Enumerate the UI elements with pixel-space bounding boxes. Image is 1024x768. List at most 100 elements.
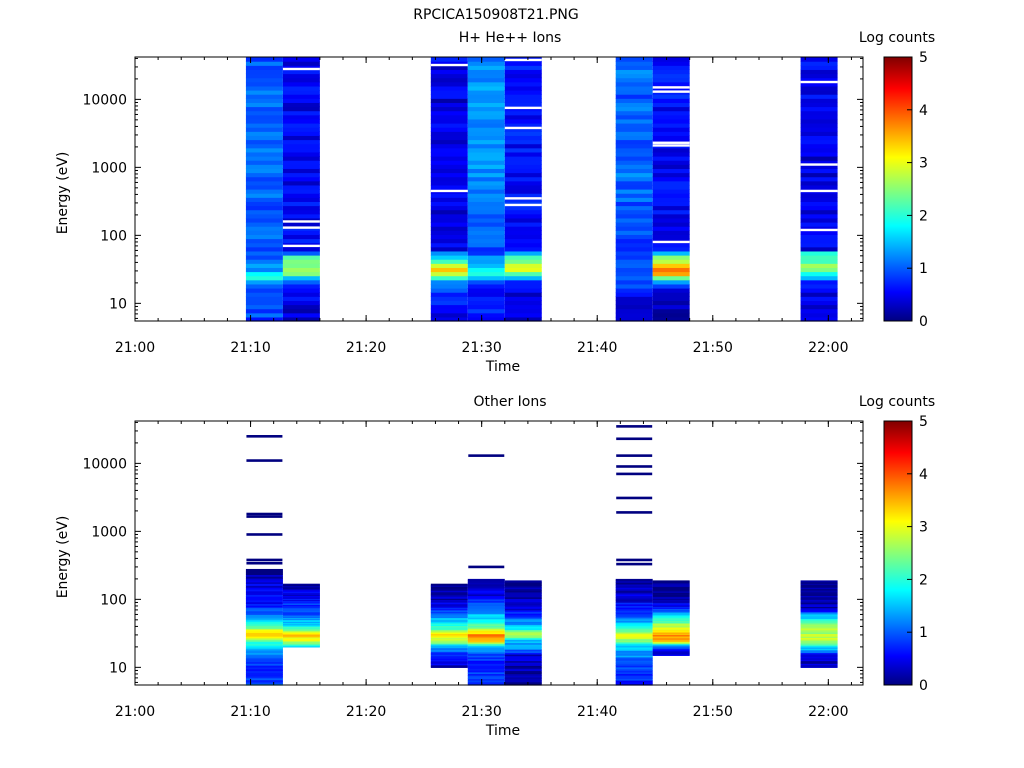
heatmap-cell bbox=[800, 304, 838, 310]
heatmap-cell bbox=[282, 590, 320, 593]
single-count-line bbox=[468, 454, 505, 457]
heatmap-cell bbox=[504, 681, 542, 684]
heatmap-cell bbox=[430, 583, 468, 586]
heatmap-cell bbox=[652, 582, 690, 585]
heatmap-cell bbox=[800, 659, 838, 662]
heatmap-cell bbox=[467, 271, 505, 277]
heatmap-cell bbox=[430, 283, 468, 289]
heatmap-cell bbox=[615, 656, 653, 660]
heatmap-cell bbox=[430, 106, 468, 112]
heatmap-cell bbox=[652, 201, 690, 207]
single-count-line bbox=[246, 561, 283, 565]
heatmap-cell bbox=[467, 123, 505, 128]
heatmap-cell bbox=[800, 114, 838, 120]
heatmap-cell bbox=[800, 613, 838, 615]
heatmap-cell bbox=[615, 238, 653, 244]
heatmap-cell bbox=[652, 617, 690, 620]
heatmap-cell bbox=[467, 660, 505, 663]
empty-energy-bin bbox=[652, 144, 690, 147]
heatmap-cell bbox=[504, 616, 542, 619]
heatmap-cell bbox=[430, 292, 468, 297]
heatmap-cell bbox=[800, 664, 838, 667]
heatmap-cell bbox=[800, 217, 838, 223]
heatmap-cell bbox=[245, 300, 283, 306]
heatmap-cell bbox=[504, 635, 542, 639]
heatmap-cell bbox=[430, 94, 468, 99]
heatmap-cell bbox=[467, 98, 505, 103]
heatmap-cell bbox=[245, 172, 283, 178]
heatmap-cell bbox=[430, 604, 468, 607]
heatmap-cell bbox=[430, 234, 468, 240]
heatmap-cell bbox=[430, 308, 468, 314]
heatmap-cell bbox=[504, 619, 542, 622]
heatmap-cell bbox=[504, 583, 542, 586]
heatmap-cell bbox=[652, 609, 690, 612]
heatmap-cell bbox=[652, 630, 690, 633]
heatmap-cell bbox=[430, 226, 468, 231]
heatmap-cell bbox=[282, 633, 320, 635]
heatmap-cell bbox=[615, 681, 653, 684]
heatmap-cell bbox=[282, 594, 320, 597]
heatmap-cell bbox=[430, 151, 468, 157]
spectrogram-column bbox=[430, 583, 468, 668]
heatmap-cell bbox=[245, 626, 283, 630]
heatmap-cell bbox=[615, 668, 653, 671]
heatmap-cell bbox=[467, 590, 505, 593]
heatmap-cell bbox=[800, 604, 838, 607]
heatmap-cell bbox=[282, 583, 320, 586]
heatmap-cell bbox=[245, 114, 283, 120]
heatmap-cell bbox=[282, 619, 320, 621]
heatmap-cell bbox=[800, 176, 838, 182]
heatmap-cell bbox=[430, 622, 468, 625]
heatmap-cell bbox=[504, 627, 542, 631]
heatmap-cell bbox=[467, 300, 505, 306]
heatmap-cell bbox=[430, 630, 468, 633]
heatmap-cell bbox=[430, 259, 468, 264]
heatmap-cell bbox=[430, 605, 468, 608]
heatmap-cell bbox=[467, 578, 505, 582]
empty-energy-bin bbox=[800, 163, 838, 166]
heatmap-cell bbox=[430, 143, 468, 149]
heatmap-cell bbox=[282, 596, 320, 599]
heatmap-cell bbox=[615, 57, 653, 62]
heatmap-cell bbox=[504, 217, 542, 223]
heatmap-cell bbox=[282, 217, 320, 223]
heatmap-cell bbox=[504, 156, 542, 161]
heatmap-cell bbox=[800, 226, 838, 231]
heatmap-cell bbox=[430, 616, 468, 619]
heatmap-cell bbox=[652, 205, 690, 211]
heatmap-cell bbox=[615, 279, 653, 285]
spectrogram-column bbox=[504, 580, 542, 686]
heatmap-cell bbox=[282, 634, 320, 636]
heatmap-cell bbox=[245, 608, 283, 612]
x-tick-label: 21:50 bbox=[693, 704, 733, 720]
heatmap-cell bbox=[800, 593, 838, 596]
heatmap-cell bbox=[282, 636, 320, 638]
heatmap-cell bbox=[504, 205, 542, 211]
heatmap-cell bbox=[615, 666, 653, 670]
heatmap-cell bbox=[245, 127, 283, 132]
heatmap-cell bbox=[652, 279, 690, 285]
heatmap-cell bbox=[282, 127, 320, 132]
heatmap-cell bbox=[467, 656, 505, 660]
heatmap-cell bbox=[800, 598, 838, 601]
heatmap-cell bbox=[504, 209, 542, 215]
heatmap-cell bbox=[615, 660, 653, 663]
heatmap-cell bbox=[282, 642, 320, 645]
heatmap-cell bbox=[615, 671, 653, 674]
heatmap-cell bbox=[615, 300, 653, 306]
single-count-line bbox=[616, 496, 653, 500]
x-tick-label: 21:10 bbox=[230, 704, 270, 720]
heatmap-cell bbox=[504, 621, 542, 624]
heatmap-cell bbox=[800, 292, 838, 297]
heatmap-cell bbox=[800, 649, 838, 652]
heatmap-cell bbox=[430, 647, 468, 650]
single-count-line bbox=[246, 558, 283, 562]
heatmap-cell bbox=[652, 593, 690, 596]
heatmap-cell bbox=[800, 184, 838, 190]
heatmap-cell bbox=[615, 176, 653, 182]
heatmap-cell bbox=[467, 626, 505, 630]
heatmap-cell bbox=[800, 81, 838, 87]
heatmap-cell bbox=[652, 77, 690, 83]
heatmap-cell bbox=[504, 629, 542, 632]
